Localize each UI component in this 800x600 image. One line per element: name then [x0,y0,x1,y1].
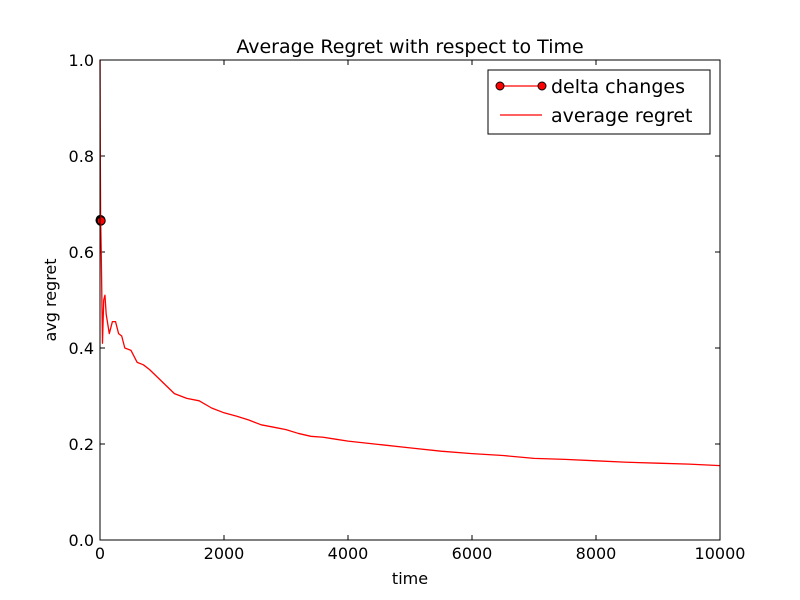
y-tick-label: 1.0 [69,51,94,70]
series-line-average-regret [99,59,721,467]
legend-marker-delta-changes [495,81,505,91]
legend-frame [487,69,711,135]
y-tick-label: 0.6 [69,243,94,262]
x-tick-label: 10000 [695,544,746,563]
y-tick-label: 0.0 [69,531,94,550]
y-tick-label: 0.2 [69,435,94,454]
legend-marker-delta-changes [537,81,547,91]
plot-frame [99,59,721,541]
x-tick-label: 6000 [452,544,493,563]
y-tick-label: 0.4 [69,339,94,358]
plot-area: 0 2000 4000 6000 8000 10000 0.0 0.2 0.4 0.6 0.8 1.0 [69,51,746,563]
legend-label-delta-changes: delta changes [551,76,685,98]
x-tick-label: 0 [95,544,105,563]
x-tick-label: 2000 [204,544,245,563]
x-axis-label: time [392,569,428,588]
x-tick-label: 8000 [576,544,617,563]
chart-title: Average Regret with respect to Time [236,36,583,58]
y-axis-label: avg regret [41,258,60,341]
legend-label-average-regret: average regret [551,105,693,127]
legend: delta changes average regret [487,69,711,135]
y-tick-label: 0.8 [69,147,94,166]
x-tick-label: 4000 [328,544,369,563]
